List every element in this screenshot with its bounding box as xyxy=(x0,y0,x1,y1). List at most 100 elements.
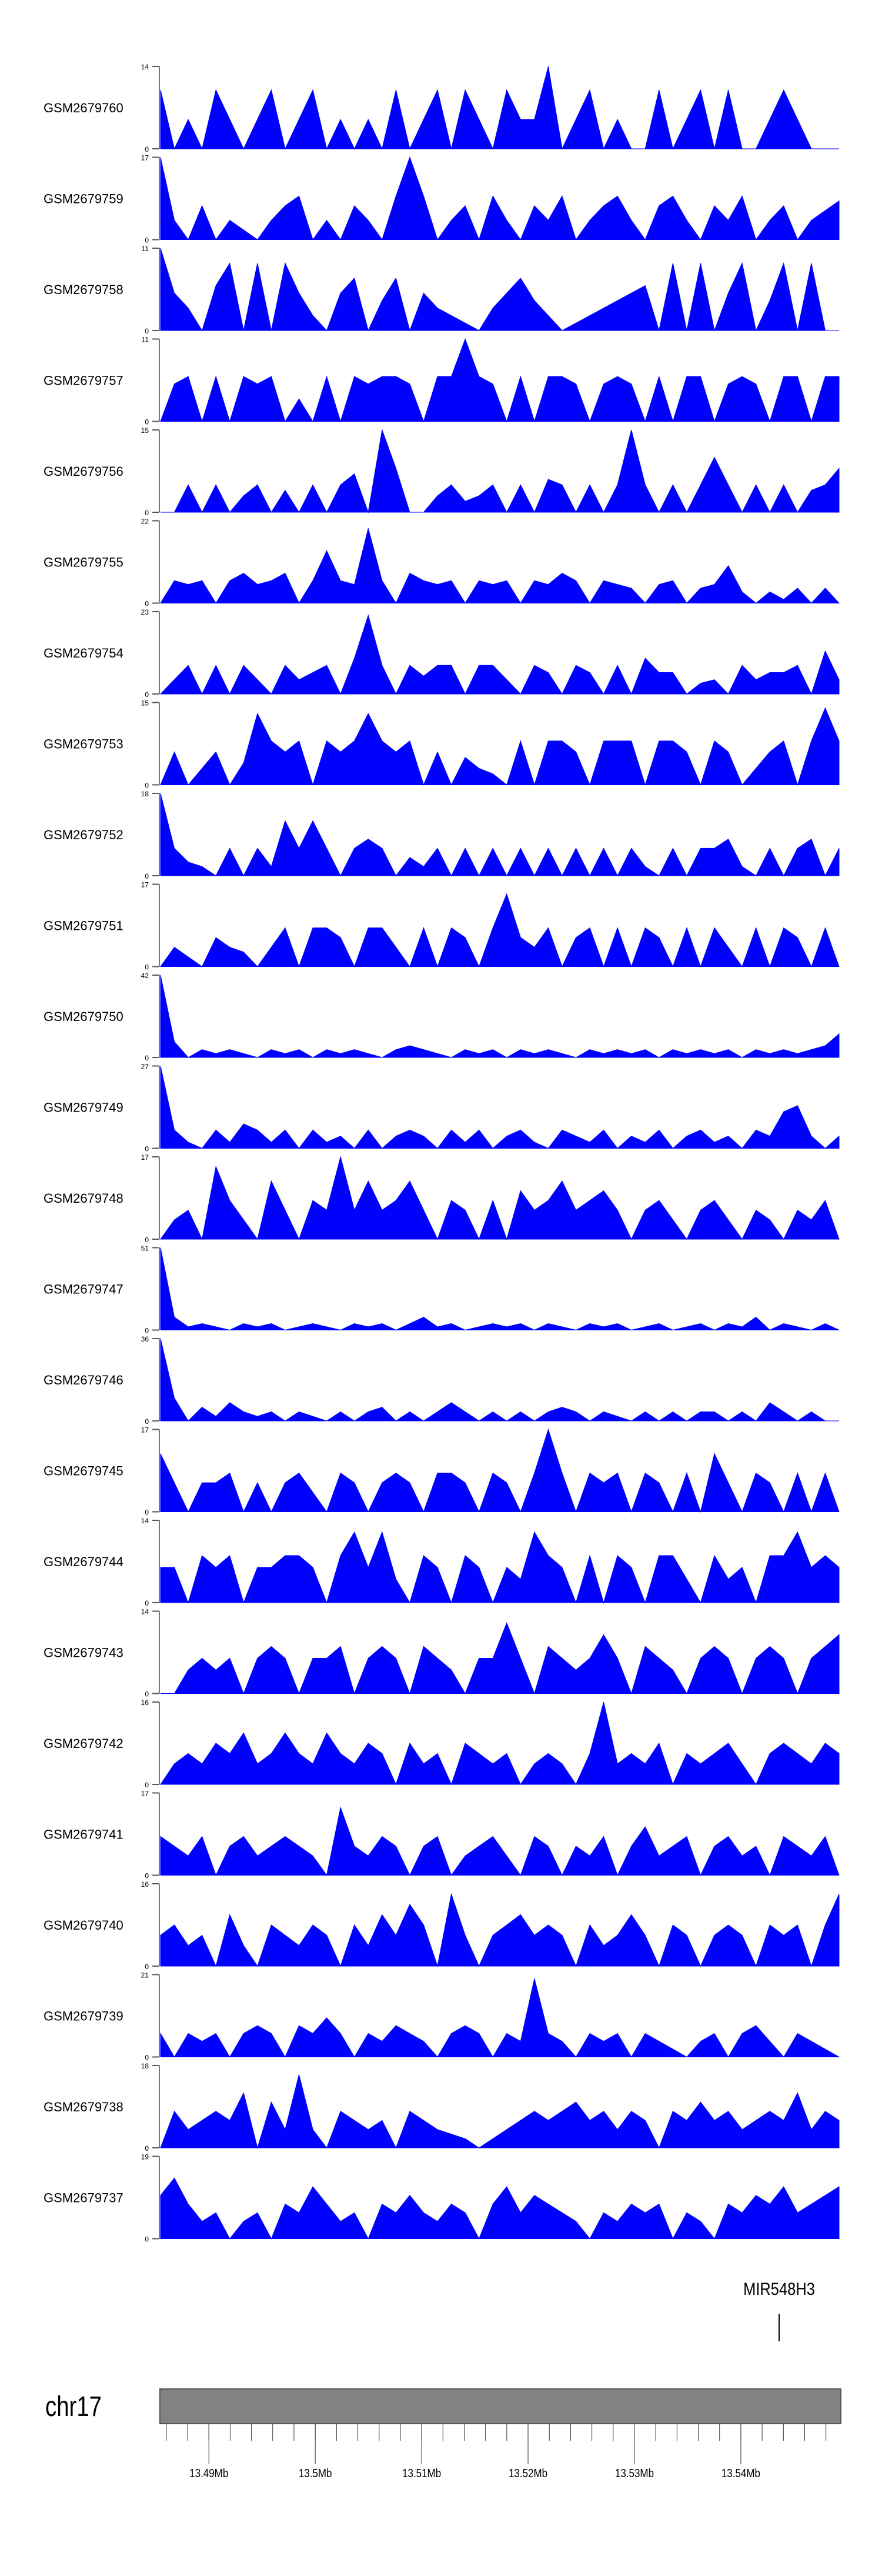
coverage-area xyxy=(161,1622,840,1695)
y-tick-label-max: 17 xyxy=(141,1790,149,1798)
y-tick-label-max: 14 xyxy=(141,63,149,71)
coverage-area xyxy=(160,1247,840,1331)
y-tick-label-max: 22 xyxy=(141,518,149,526)
y-tick-label-max: 36 xyxy=(141,1335,149,1343)
y-tick-label-zero: 0 xyxy=(145,2144,149,2153)
coverage-area xyxy=(160,2177,840,2240)
axis-tick-label: 13.54Mb xyxy=(721,2467,760,2480)
track-label: GSM2679751 xyxy=(44,919,123,933)
track-GSM2679745: GSM2679745 17 0 xyxy=(44,1426,840,1517)
y-tick-label-max: 16 xyxy=(141,1699,149,1707)
track-label: GSM2679760 xyxy=(44,101,123,115)
y-tick-label-zero: 0 xyxy=(145,1145,149,1153)
track-label: GSM2679741 xyxy=(44,1827,123,1842)
coverage-area xyxy=(160,707,840,786)
track-label: GSM2679756 xyxy=(44,464,123,479)
track-label: GSM2679755 xyxy=(44,555,123,570)
coverage-area xyxy=(160,1893,840,1967)
chromosome-bar xyxy=(159,2388,841,2424)
y-tick-label-zero: 0 xyxy=(145,418,149,426)
y-tick-label-max: 18 xyxy=(141,790,149,798)
track-label: GSM2679752 xyxy=(44,827,123,842)
track-GSM2679751: GSM2679751 17 0 xyxy=(44,881,840,972)
track-label: GSM2679737 xyxy=(44,2191,123,2205)
y-tick-label-zero: 0 xyxy=(145,1781,149,1789)
y-tick-label-max: 23 xyxy=(141,608,149,616)
y-tick-label-zero: 0 xyxy=(145,1417,149,1426)
track-GSM2679737: GSM2679737 19 0 xyxy=(44,2153,840,2244)
track-label: GSM2679750 xyxy=(44,1009,123,1024)
track-GSM2679747: GSM2679747 51 0 xyxy=(44,1244,840,1335)
axis-tick-label: 13.5Mb xyxy=(299,2467,332,2480)
track-GSM2679753: GSM2679753 15 0 xyxy=(44,699,840,790)
y-tick-label-max: 17 xyxy=(141,881,149,889)
y-tick-label-max: 18 xyxy=(141,2062,149,2070)
y-tick-label-zero: 0 xyxy=(145,509,149,517)
track-label: GSM2679758 xyxy=(44,282,123,297)
y-tick-label-max: 17 xyxy=(141,1426,149,1434)
track-GSM2679739: GSM2679739 21 0 xyxy=(44,1971,840,2062)
track-GSM2679742: GSM2679742 16 0 xyxy=(44,1699,840,1789)
y-tick-label-zero: 0 xyxy=(145,1509,149,1517)
y-tick-label-zero: 0 xyxy=(145,963,149,972)
track-GSM2679746: GSM2679746 36 0 xyxy=(44,1335,839,1426)
y-tick-label-zero: 0 xyxy=(145,236,149,245)
track-label: GSM2679745 xyxy=(44,1464,123,1479)
coverage-area xyxy=(160,793,840,877)
y-tick-label-max: 16 xyxy=(141,1880,149,1888)
track-GSM2679760: GSM2679760 14 0 xyxy=(44,63,839,154)
coverage-area xyxy=(160,1338,839,1422)
track-label: GSM2679753 xyxy=(44,737,123,752)
y-tick-label-max: 21 xyxy=(141,1971,149,1980)
coverage-area xyxy=(160,1978,840,2058)
chromosome-label: chr17 xyxy=(45,2391,102,2422)
track-label: GSM2679744 xyxy=(44,1554,123,1569)
y-tick-label-zero: 0 xyxy=(145,1327,149,1335)
coverage-area xyxy=(160,248,839,332)
y-tick-label-max: 11 xyxy=(142,336,149,344)
track-GSM2679757: GSM2679757 11 0 xyxy=(44,336,840,426)
track-GSM2679750: GSM2679750 42 0 xyxy=(44,972,840,1062)
coverage-area xyxy=(160,1806,840,1876)
track-label: GSM2679754 xyxy=(44,646,123,660)
coverage-area xyxy=(160,1066,840,1149)
track-label: GSM2679738 xyxy=(44,2100,123,2114)
y-tick-label-max: 11 xyxy=(142,245,149,253)
y-tick-label-zero: 0 xyxy=(145,1054,149,1062)
track-GSM2679748: GSM2679748 17 0 xyxy=(44,1153,840,1244)
track-label: GSM2679759 xyxy=(44,192,123,206)
y-tick-label-max: 27 xyxy=(141,1063,149,1071)
coverage-area xyxy=(160,1428,840,1513)
coverage-area xyxy=(160,66,839,150)
track-label: GSM2679747 xyxy=(44,1282,123,1297)
y-tick-label-zero: 0 xyxy=(145,1690,149,1699)
gene-label-mir548h3: MIR548H3 xyxy=(743,2279,815,2298)
track-GSM2679744: GSM2679744 14 0 xyxy=(44,1517,840,1607)
y-tick-label-max: 17 xyxy=(141,1153,149,1162)
y-tick-label-zero: 0 xyxy=(145,872,149,880)
coverage-area xyxy=(159,614,840,695)
coverage-area xyxy=(160,156,840,241)
coverage-area xyxy=(160,338,840,423)
y-tick-label-zero: 0 xyxy=(145,2054,149,2062)
track-label: GSM2679749 xyxy=(44,1100,123,1115)
track-GSM2679741: GSM2679741 17 0 xyxy=(44,1790,840,1880)
track-label: GSM2679739 xyxy=(44,2009,123,2024)
track-GSM2679752: GSM2679752 18 0 xyxy=(44,790,840,880)
y-tick-label-zero: 0 xyxy=(145,1236,149,1244)
track-label: GSM2679748 xyxy=(44,1191,123,1206)
axis-tick-label: 13.52Mb xyxy=(509,2467,547,2480)
track-GSM2679758: GSM2679758 11 0 xyxy=(44,245,839,335)
y-tick-label-zero: 0 xyxy=(145,145,149,154)
track-GSM2679755: GSM2679755 22 0 xyxy=(44,518,840,608)
y-tick-label-max: 51 xyxy=(141,1244,149,1253)
axis-tick-label: 13.53Mb xyxy=(615,2467,654,2480)
y-tick-label-max: 19 xyxy=(141,2153,149,2161)
y-tick-label-max: 15 xyxy=(141,426,149,435)
y-tick-label-zero: 0 xyxy=(145,690,149,699)
y-tick-label-max: 14 xyxy=(141,1608,149,1616)
y-tick-label-max: 42 xyxy=(141,972,149,980)
track-label: GSM2679743 xyxy=(44,1646,123,1660)
track-GSM2679740: GSM2679740 16 0 xyxy=(44,1880,840,1971)
